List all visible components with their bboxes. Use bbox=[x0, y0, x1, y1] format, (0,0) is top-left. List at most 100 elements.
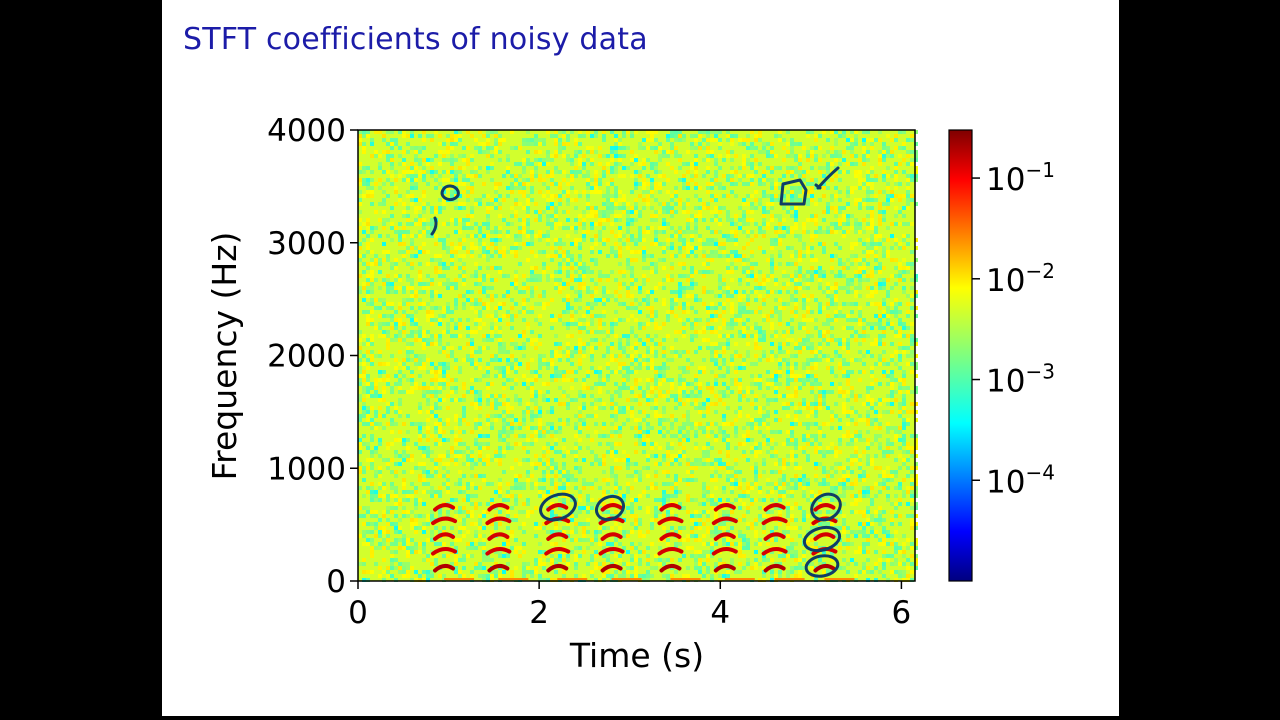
heatmap-cell bbox=[638, 310, 642, 314]
heatmap-cell bbox=[898, 278, 902, 282]
heatmap-cell bbox=[906, 162, 910, 166]
heatmap-cell bbox=[762, 338, 766, 342]
heatmap-cell bbox=[638, 418, 642, 422]
heatmap-cell bbox=[606, 362, 610, 366]
heatmap-cell bbox=[358, 286, 362, 290]
heatmap-cell bbox=[598, 278, 602, 282]
heatmap-cell bbox=[774, 310, 778, 314]
heatmap-cell bbox=[806, 358, 810, 362]
heatmap-cell bbox=[802, 434, 806, 438]
heatmap-cell bbox=[818, 146, 822, 150]
heatmap-cell bbox=[622, 406, 626, 410]
heatmap-cell bbox=[686, 186, 690, 190]
heatmap-cell bbox=[426, 310, 430, 314]
heatmap-cell bbox=[914, 174, 918, 178]
heatmap-cell bbox=[858, 378, 862, 382]
heatmap-cell bbox=[906, 154, 910, 158]
heatmap-cell bbox=[778, 346, 782, 350]
heatmap-cell bbox=[470, 338, 474, 342]
heatmap-cell bbox=[618, 142, 622, 146]
heatmap-cell bbox=[606, 278, 610, 282]
heatmap-cell bbox=[678, 382, 682, 386]
heatmap-cell bbox=[410, 130, 414, 134]
heatmap-cell bbox=[634, 242, 638, 246]
heatmap-cell bbox=[678, 198, 682, 202]
heatmap-cell bbox=[754, 442, 758, 446]
heatmap-cell bbox=[550, 378, 554, 382]
heatmap-cell bbox=[370, 170, 374, 174]
heatmap-cell bbox=[814, 218, 818, 222]
heatmap-cell bbox=[658, 414, 662, 418]
heatmap-cell bbox=[362, 390, 366, 394]
heatmap-cell bbox=[418, 174, 422, 178]
heatmap-cell bbox=[578, 286, 582, 290]
heatmap-cell bbox=[370, 362, 374, 366]
heatmap-cell bbox=[506, 414, 510, 418]
heatmap-cell bbox=[910, 266, 914, 270]
heatmap-cell bbox=[570, 286, 574, 290]
heatmap-cell bbox=[622, 194, 626, 198]
heatmap-cell bbox=[682, 422, 686, 426]
heatmap-cell bbox=[822, 394, 826, 398]
heatmap-cell bbox=[754, 338, 758, 342]
heatmap-cell bbox=[790, 294, 794, 298]
heatmap-cell bbox=[606, 378, 610, 382]
heatmap-cell bbox=[658, 242, 662, 246]
heatmap-cell bbox=[914, 238, 918, 242]
heatmap-cell bbox=[834, 174, 838, 178]
heatmap-cell bbox=[666, 246, 670, 250]
heatmap-cell bbox=[674, 150, 678, 154]
heatmap-cell bbox=[686, 382, 690, 386]
heatmap-cell bbox=[502, 438, 506, 442]
heatmap-cell bbox=[910, 158, 914, 162]
heatmap-cell bbox=[794, 446, 798, 450]
heatmap-cell bbox=[618, 434, 622, 438]
heatmap-cell bbox=[710, 430, 714, 434]
heatmap-cell bbox=[682, 394, 686, 398]
heatmap-cell bbox=[690, 282, 694, 286]
heatmap-cell bbox=[754, 326, 758, 330]
heatmap-cell bbox=[798, 198, 802, 202]
heatmap-cell bbox=[902, 222, 906, 226]
heatmap-cell bbox=[682, 426, 686, 430]
heatmap-cell bbox=[730, 326, 734, 330]
heatmap-cell bbox=[358, 210, 362, 214]
heatmap-cell bbox=[430, 278, 434, 282]
heatmap-cell bbox=[582, 382, 586, 386]
heatmap-cell bbox=[790, 278, 794, 282]
heatmap-cell bbox=[374, 354, 378, 358]
heatmap-cell bbox=[366, 242, 370, 246]
heatmap-cell bbox=[602, 226, 606, 230]
heatmap-cell bbox=[778, 374, 782, 378]
heatmap-cell bbox=[826, 342, 830, 346]
heatmap-cell bbox=[442, 330, 446, 334]
heatmap-cell bbox=[458, 238, 462, 242]
heatmap-cell bbox=[798, 326, 802, 330]
heatmap-cell bbox=[570, 178, 574, 182]
heatmap-cell bbox=[630, 250, 634, 254]
heatmap-cell bbox=[618, 190, 622, 194]
heatmap-cell bbox=[402, 314, 406, 318]
heatmap-cell bbox=[590, 186, 594, 190]
heatmap-cell bbox=[358, 170, 362, 174]
heatmap-cell bbox=[682, 322, 686, 326]
heatmap-cell bbox=[910, 370, 914, 374]
heatmap-cell bbox=[590, 210, 594, 214]
heatmap-cell bbox=[750, 182, 754, 186]
heatmap-cell bbox=[618, 366, 622, 370]
heatmap-cell bbox=[854, 202, 858, 206]
heatmap-cell bbox=[482, 278, 486, 282]
heatmap-cell bbox=[534, 398, 538, 402]
heatmap-cell bbox=[734, 354, 738, 358]
heatmap-cell bbox=[358, 414, 362, 418]
heatmap-cell bbox=[378, 362, 382, 366]
heatmap-cell bbox=[538, 210, 542, 214]
heatmap-cell bbox=[382, 378, 386, 382]
heatmap-cell bbox=[442, 206, 446, 210]
heatmap-cell bbox=[694, 138, 698, 142]
heatmap-cell bbox=[810, 350, 814, 354]
heatmap-cell bbox=[510, 326, 514, 330]
heatmap-cell bbox=[614, 358, 618, 362]
heatmap-cell bbox=[378, 370, 382, 374]
heatmap-cell bbox=[426, 398, 430, 402]
